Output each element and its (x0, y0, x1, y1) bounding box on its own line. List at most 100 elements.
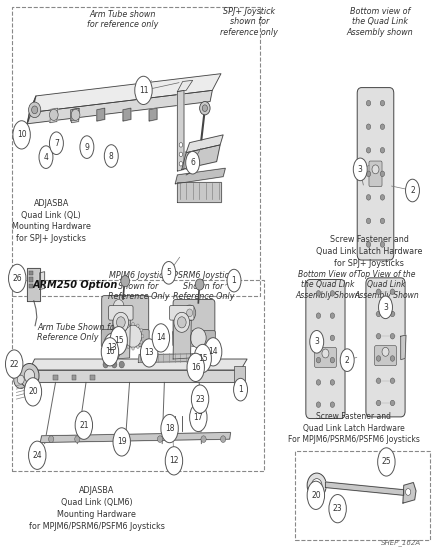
Ellipse shape (190, 403, 207, 432)
Circle shape (109, 312, 115, 320)
Circle shape (179, 143, 183, 147)
FancyBboxPatch shape (29, 271, 33, 275)
FancyBboxPatch shape (357, 88, 394, 260)
Text: 20: 20 (311, 491, 321, 500)
Text: 15: 15 (114, 336, 124, 345)
FancyBboxPatch shape (315, 347, 336, 367)
Polygon shape (177, 91, 184, 171)
Circle shape (367, 101, 371, 106)
Polygon shape (72, 108, 80, 122)
Circle shape (183, 305, 196, 321)
Text: 20: 20 (28, 387, 38, 396)
Circle shape (380, 148, 385, 153)
Text: 7: 7 (54, 139, 59, 148)
Circle shape (127, 345, 129, 348)
Polygon shape (149, 108, 157, 121)
Polygon shape (123, 108, 131, 121)
Circle shape (136, 345, 139, 348)
Text: ADJASBA
Quad Link (QL)
Mounting Hardware
for SPJ+ Joysticks: ADJASBA Quad Link (QL) Mounting Hardware… (12, 199, 91, 243)
Circle shape (307, 473, 326, 498)
FancyBboxPatch shape (306, 280, 345, 419)
Circle shape (390, 311, 395, 317)
Circle shape (367, 218, 371, 224)
Circle shape (367, 124, 371, 130)
Circle shape (114, 436, 119, 443)
Ellipse shape (140, 339, 158, 367)
Circle shape (48, 436, 54, 443)
Text: 16: 16 (191, 363, 201, 372)
Circle shape (376, 356, 381, 361)
Polygon shape (112, 316, 130, 359)
Polygon shape (40, 272, 45, 290)
Ellipse shape (113, 428, 130, 456)
Text: 5: 5 (166, 268, 171, 277)
Text: ARM250 Option: ARM250 Option (33, 280, 118, 290)
Circle shape (140, 340, 143, 344)
Circle shape (380, 124, 385, 130)
Circle shape (380, 171, 385, 177)
Text: 3: 3 (383, 303, 388, 312)
Circle shape (330, 291, 334, 296)
Circle shape (75, 436, 80, 443)
Circle shape (71, 110, 80, 120)
Circle shape (141, 335, 144, 338)
Text: 9: 9 (84, 143, 89, 151)
Circle shape (49, 110, 58, 120)
Text: 10: 10 (17, 130, 26, 139)
Circle shape (132, 323, 134, 326)
Text: 12: 12 (169, 456, 179, 465)
Polygon shape (186, 135, 223, 153)
Circle shape (367, 148, 371, 153)
Text: 13: 13 (107, 343, 117, 352)
Ellipse shape (24, 378, 42, 406)
Circle shape (114, 300, 124, 313)
Circle shape (376, 400, 381, 406)
Circle shape (380, 101, 385, 106)
Circle shape (112, 361, 117, 368)
Circle shape (316, 357, 321, 363)
FancyBboxPatch shape (369, 161, 382, 187)
Ellipse shape (152, 324, 169, 352)
Circle shape (316, 313, 321, 319)
Text: Bottom View of
the Quad Link
Assembly Shown: Bottom View of the Quad Link Assembly Sh… (295, 270, 360, 300)
Polygon shape (27, 370, 241, 382)
Circle shape (382, 347, 389, 356)
Text: PSRM6 Joystick
Shown for
Reference Only: PSRM6 Joystick Shown for Reference Only (173, 271, 235, 301)
Ellipse shape (5, 350, 23, 378)
Circle shape (113, 312, 128, 333)
Ellipse shape (205, 338, 222, 366)
Circle shape (316, 335, 321, 340)
Ellipse shape (75, 411, 92, 439)
Circle shape (202, 105, 208, 112)
Circle shape (187, 309, 193, 317)
FancyBboxPatch shape (169, 306, 194, 320)
Text: 13: 13 (144, 348, 154, 357)
Ellipse shape (187, 353, 205, 381)
Ellipse shape (234, 378, 248, 401)
Polygon shape (27, 91, 212, 124)
Circle shape (119, 361, 125, 368)
Circle shape (158, 436, 163, 443)
FancyBboxPatch shape (101, 330, 149, 347)
Circle shape (367, 241, 371, 247)
Text: 23: 23 (195, 395, 205, 404)
Text: 23: 23 (333, 504, 342, 513)
Circle shape (390, 400, 395, 406)
Circle shape (29, 102, 41, 117)
Circle shape (376, 334, 381, 339)
Text: 2: 2 (410, 186, 415, 195)
Circle shape (330, 357, 334, 363)
Circle shape (380, 241, 385, 247)
Text: MPJM6 Joystick
Shown for
Reference Only: MPJM6 Joystick Shown for Reference Only (107, 271, 169, 301)
Ellipse shape (378, 448, 395, 476)
Text: 14: 14 (208, 347, 218, 356)
Circle shape (390, 356, 395, 361)
Text: 21: 21 (79, 421, 88, 430)
Ellipse shape (161, 414, 178, 443)
Circle shape (380, 195, 385, 200)
Circle shape (124, 329, 126, 332)
Circle shape (376, 311, 381, 317)
Circle shape (367, 171, 371, 177)
Text: 25: 25 (381, 457, 391, 466)
Text: 15: 15 (198, 354, 208, 363)
